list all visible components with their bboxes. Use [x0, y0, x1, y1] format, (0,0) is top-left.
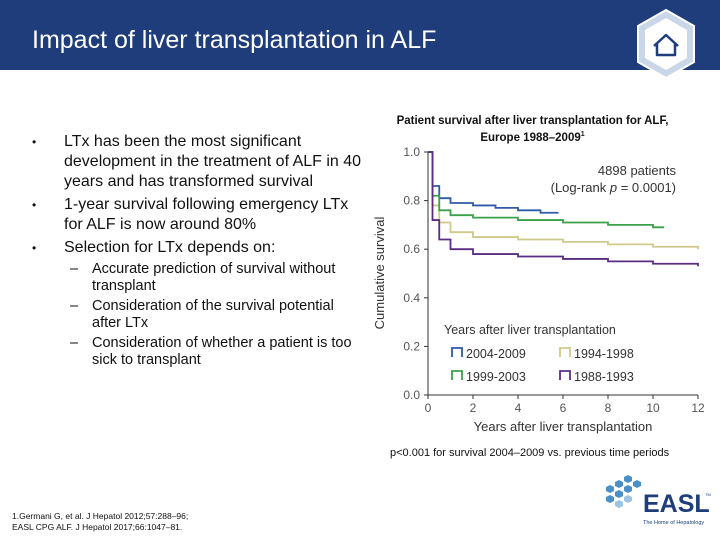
sub-bullet-list: – Accurate prediction of survival withou…	[28, 261, 363, 369]
legend-label: 1999-2003	[466, 370, 526, 384]
bullet-text: Selection for LTx depends on:	[64, 239, 276, 256]
logrank-prefix: (Log-rank	[551, 180, 610, 195]
title-bar: Impact of liver transplantation in ALF	[0, 0, 720, 70]
references: 1.Germani G, et al. J Hepatol 2012;57:28…	[12, 511, 188, 533]
x-tick-label: 10	[646, 401, 660, 415]
survival-chart: 0.0 0.2 0.4 0.6 0.8 1.0 0 2 4 6 8 10 12 Cumulative s…	[372, 145, 705, 434]
logrank-p: p	[609, 180, 617, 195]
legend-swatch	[451, 370, 463, 380]
annotation-logrank: (Log-rank p = 0.0001)	[551, 180, 676, 195]
legend-swatch	[559, 370, 571, 380]
bullet-text: 1-year survival following emergency LTx …	[64, 196, 349, 233]
y-tick-label: 0.4	[403, 291, 420, 305]
logo-tagline: The Home of Hepatology	[643, 520, 704, 526]
x-tick-label: 8	[605, 401, 612, 415]
legend-title: Years after liver transplantation	[444, 323, 616, 337]
sub-bullet-marker: –	[70, 261, 79, 277]
chart-title: Patient survival after liver transplanta…	[380, 114, 685, 145]
series-line-2004-2009	[428, 151, 559, 214]
legend-label: 1988-1993	[574, 370, 634, 384]
bullet-marker: •	[32, 241, 37, 255]
home-icon[interactable]	[634, 8, 698, 80]
legend-label: 2004-2009	[466, 347, 526, 361]
x-tick-label: 0	[425, 401, 432, 415]
legend-label: 1994-1998	[574, 347, 634, 361]
x-tick-label: 6	[560, 401, 567, 415]
bullet-marker: •	[32, 135, 37, 149]
x-tick-label: 12	[691, 401, 705, 415]
legend-swatch	[451, 347, 463, 357]
bullet-text: LTx has been the most significant develo…	[64, 133, 362, 190]
reference-line: EASL CPG ALF. J Hepatol 2017;66:1047–81.	[12, 522, 183, 532]
logo-wordmark: EASL	[643, 490, 710, 518]
sub-bullet-marker: –	[70, 298, 79, 314]
list-item: • Selection for LTx depends on:	[28, 238, 363, 258]
y-tick-label: 0.0	[403, 388, 420, 402]
sub-bullet-marker: –	[70, 335, 79, 351]
chart-title-ref: 1	[580, 131, 585, 138]
page-title: Impact of liver transplantation in ALF	[32, 26, 437, 54]
list-item: – Accurate prediction of survival withou…	[70, 261, 363, 295]
y-axis-label: Cumulative survival	[372, 217, 387, 330]
legend-swatch	[559, 347, 571, 357]
sub-bullet-text: Accurate prediction of survival without …	[92, 261, 336, 294]
x-tick-label: 4	[515, 401, 522, 415]
y-tick-label: 1.0	[403, 145, 420, 159]
y-tick-label: 0.6	[403, 242, 420, 256]
series-line-1999-2003	[428, 151, 665, 229]
logrank-suffix: = 0.0001)	[617, 180, 676, 195]
list-item: • LTx has been the most significant deve…	[28, 132, 363, 192]
sub-bullet-text: Consideration of the survival potential …	[92, 298, 334, 331]
chart-footnote: p<0.001 for survival 2004–2009 vs. previ…	[390, 447, 670, 459]
logo-tm: TM	[705, 492, 711, 497]
bullet-list: • LTx has been the most significant deve…	[28, 132, 363, 372]
list-item: – Consideration of whether a patient is …	[70, 335, 363, 369]
sub-bullet-text: Consideration of whether a patient is to…	[92, 335, 352, 368]
list-item: – Consideration of the survival potentia…	[70, 298, 363, 332]
reference-line: 1.Germani G, et al. J Hepatol 2012;57:28…	[12, 511, 189, 521]
x-tick-label: 2	[470, 401, 477, 415]
x-axis-label: Years after liver transplantation	[474, 419, 653, 434]
list-item: • 1-year survival following emergency LT…	[28, 195, 363, 235]
annotation-patients: 4898 patients	[598, 163, 677, 178]
easl-logo: EASL TM The Home of Hepatology	[606, 475, 711, 526]
y-tick-label: 0.8	[403, 194, 420, 208]
y-tick-label: 0.2	[403, 339, 420, 353]
bullet-marker: •	[32, 198, 37, 212]
series-line-1988-1993	[428, 151, 699, 267]
chart-title-text: Patient survival after liver transplanta…	[396, 115, 669, 144]
